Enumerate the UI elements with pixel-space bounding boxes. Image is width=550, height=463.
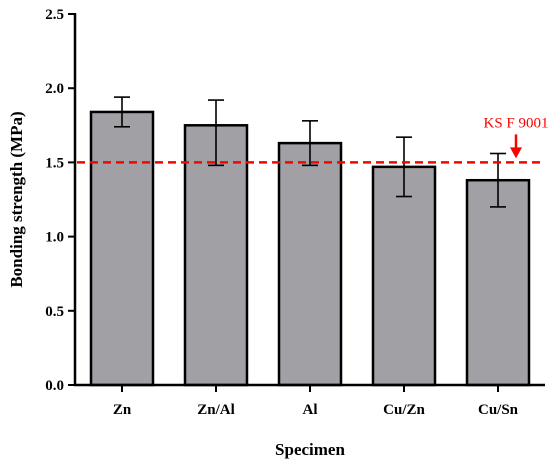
error-bars [114,96,506,208]
x-tick-label: Al [303,402,318,418]
x-tick-label: Zn/Al [197,402,235,418]
y-tick-label: 2.0 [45,81,64,97]
y-axis-title: Bonding strength (MPa) [7,111,26,287]
y-tick-label: 1.0 [45,230,64,246]
bar-cu-zn [371,165,437,387]
y-tick-label: 2.5 [45,7,64,23]
x-tick-label: Cu/Zn [383,402,425,418]
y-tick-label: 0.0 [45,378,64,394]
bar-al [277,141,343,387]
bar-zn [89,110,155,387]
reference-arrow [510,134,522,159]
reference-line-label: KS F 9001 [483,115,548,131]
x-tick-label: Cu/Sn [478,402,519,418]
x-tick-label: Zn [113,402,132,418]
y-tick-label: 0.5 [45,304,64,320]
x-axis-ticks: Zn Zn/Al Al Cu/Zn Cu/Sn [113,385,519,418]
bar-cu-sn [465,178,531,387]
arrow-head [510,147,522,159]
y-tick-label: 1.5 [45,155,64,171]
x-axis-title: Specimen [275,440,345,459]
y-axis-ticks: 0.0 0.5 1.0 1.5 2.0 2.5 [45,7,75,394]
bar-zn-al [183,124,249,387]
